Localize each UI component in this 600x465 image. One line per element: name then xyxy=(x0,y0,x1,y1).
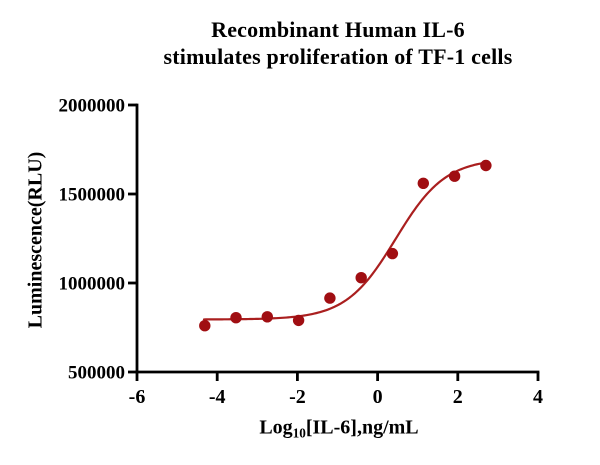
data-point xyxy=(199,320,211,332)
chart-title: Recombinant Human IL-6 stimulates prolif… xyxy=(80,16,596,70)
x-axis-title-prefix: Log xyxy=(259,416,293,439)
x-tick-label: -2 xyxy=(289,386,306,408)
x-axis-title-suffix: [IL-6],ng/mL xyxy=(305,416,419,439)
data-point xyxy=(324,292,336,304)
x-tick-label: 4 xyxy=(533,386,543,408)
x-axis-title-subscript: 10 xyxy=(292,425,306,441)
x-tick-label: 0 xyxy=(373,386,383,408)
data-point xyxy=(292,314,305,327)
y-tick-label: 1500000 xyxy=(59,185,126,206)
data-point xyxy=(448,170,461,182)
chart-title-line2: stimulates proliferation of TF-1 cells xyxy=(163,44,513,69)
y-tick-label: 500000 xyxy=(68,363,125,384)
y-tick-label: 1000000 xyxy=(59,274,126,295)
data-point xyxy=(230,312,242,324)
data-point xyxy=(261,311,273,323)
x-axis-title: Log10[IL-6],ng/mL xyxy=(259,417,418,442)
data-point xyxy=(355,272,367,284)
data-point xyxy=(480,159,492,172)
x-tick-label: -6 xyxy=(129,386,146,408)
y-tick-label: 2000000 xyxy=(59,96,126,117)
x-tick-label: 2 xyxy=(453,386,463,408)
data-point xyxy=(417,177,429,189)
x-tick-label: -4 xyxy=(209,386,226,408)
chart-title-line1: Recombinant Human IL-6 xyxy=(211,17,465,42)
data-point xyxy=(386,247,399,260)
fit-curve xyxy=(202,161,488,321)
